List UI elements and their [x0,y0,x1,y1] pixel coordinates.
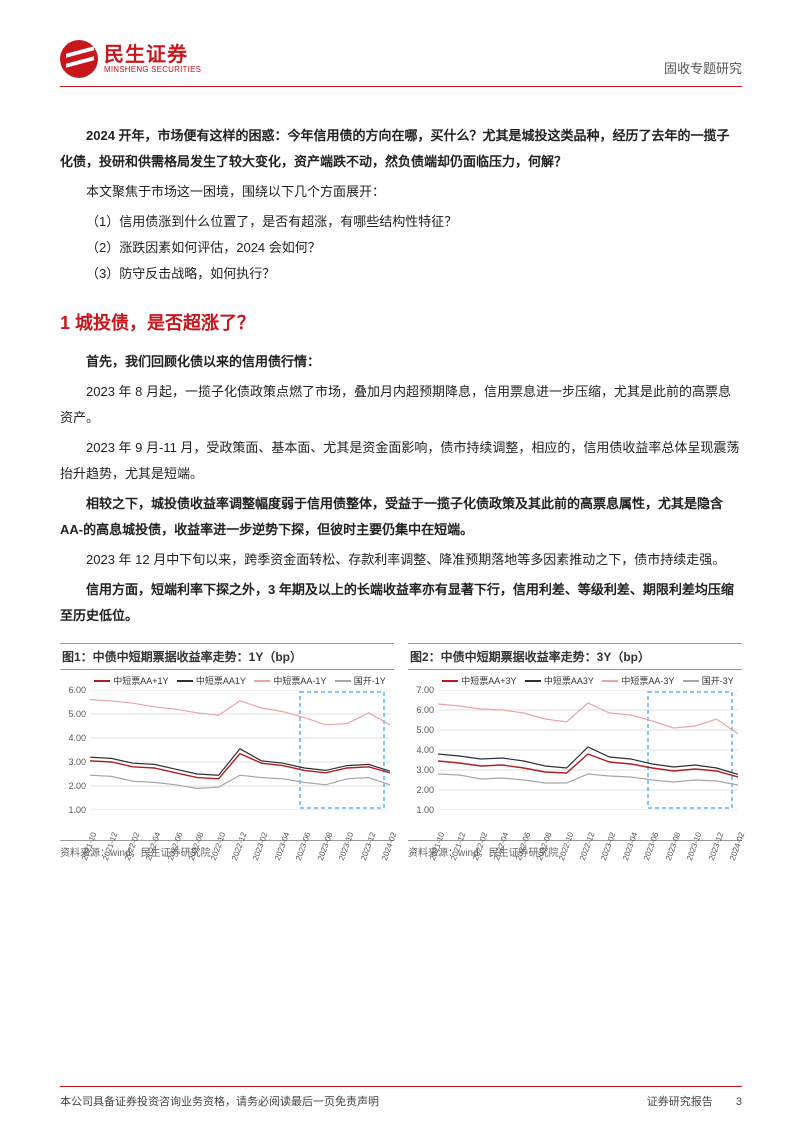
section1-heading: 1 城投债，是否超涨了？ [60,309,742,335]
logo-en: MINSHENG SECURITIES [104,66,201,75]
logo-text: 民生证券 MINSHENG SECURITIES [104,44,201,75]
page-header: 民生证券 MINSHENG SECURITIES 固收专题研究 [60,40,742,78]
chart2-title: 图2：中债中短期票据收益率走势：3Y（bp） [408,643,742,670]
header-category: 固收专题研究 [664,58,742,77]
header-rule [60,86,742,87]
logo-cn: 民生证券 [104,44,201,66]
footer-left: 本公司具备证券投资咨询业务资格，请务必阅读最后一页免责声明 [60,1093,379,1109]
chart2-plot: 1.002.003.004.005.006.007.002021-102021-… [408,670,742,840]
intro-p2: 本文聚焦于市场这一困境，围绕以下几个方面展开： [60,179,742,205]
page-root: 民生证券 MINSHENG SECURITIES 固收专题研究 2024 开年，… [0,0,802,859]
logo-icon [60,40,98,78]
s1-p5: 2023 年 12 月中下旬以来，跨季资金面转松、存款利率调整、降准预期落地等多… [60,547,742,573]
footer-right-label: 证券研究报告 [647,1096,713,1108]
chart2-block: 图2：中债中短期票据收益率走势：3Y（bp） 1.002.003.004.005… [408,643,742,859]
page-footer: 本公司具备证券投资咨询业务资格，请务必阅读最后一页免责声明 证券研究报告 3 [0,1086,802,1109]
logo-block: 民生证券 MINSHENG SECURITIES [60,40,201,78]
chart1-plot: 1.002.003.004.005.006.002021-102021-1220… [60,670,394,840]
s1-p2: 2023 年 8 月起，一揽子化债政策点燃了市场，叠加月内超预期降息，信用票息进… [60,379,742,431]
intro-li1: （1）信用债涨到什么位置了，是否有超涨，有哪些结构性特征？ [60,209,742,235]
s1-p1: 首先，我们回顾化债以来的信用债行情： [60,349,742,375]
s1-p6: 信用方面，短端利率下探之外，3 年期及以上的长端收益率亦有显著下行，信用利差、等… [60,577,742,629]
chart1-title: 图1：中债中短期票据收益率走势：1Y（bp） [60,643,394,670]
page-number: 3 [728,1096,742,1108]
intro-li2: （2）涨跌因素如何评估，2024 会如何？ [60,235,742,261]
intro-p1: 2024 开年，市场便有这样的困惑：今年信用债的方向在哪，买什么？尤其是城投这类… [60,123,742,175]
footer-rule [60,1086,742,1087]
s1-p3: 2023 年 9 月-11 月，受政策面、基本面、尤其是资金面影响，债市持续调整… [60,435,742,487]
footer-row: 本公司具备证券投资咨询业务资格，请务必阅读最后一页免责声明 证券研究报告 3 [60,1093,742,1109]
s1-p4: 相较之下，城投债收益率调整幅度弱于信用债整体，受益于一揽子化债政策及其此前的高票… [60,491,742,543]
chart1-block: 图1：中债中短期票据收益率走势：1Y（bp） 1.002.003.004.005… [60,643,394,859]
intro-li3: （3）防守反击战略，如何执行？ [60,261,742,287]
charts-row: 图1：中债中短期票据收益率走势：1Y（bp） 1.002.003.004.005… [60,643,742,859]
footer-right: 证券研究报告 3 [647,1093,742,1109]
